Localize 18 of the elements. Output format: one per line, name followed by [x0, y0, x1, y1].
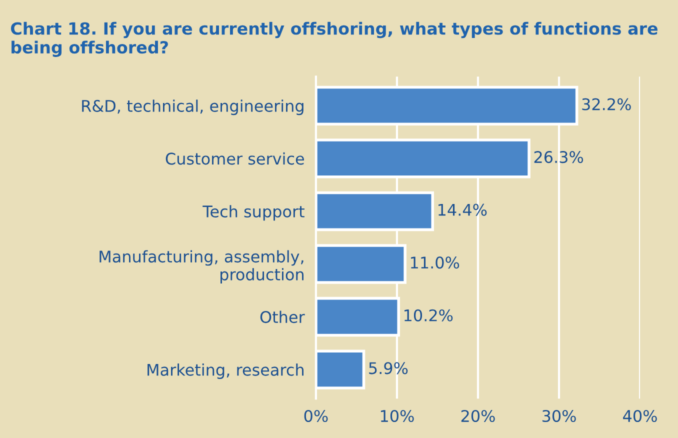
- data-label: 5.9%: [369, 362, 408, 374]
- x-tick-label: 20%: [461, 410, 495, 422]
- x-tick-label: 30%: [542, 410, 576, 422]
- data-label: 26.3%: [534, 151, 584, 164]
- x-tick-label: 40%: [623, 410, 657, 422]
- y-tick-label: Customer service: [166, 152, 304, 165]
- data-label: 32.2%: [582, 98, 631, 110]
- y-tick-label: Manufacturing, assembly, production: [100, 250, 304, 284]
- data-label: 10.2%: [404, 309, 453, 322]
- y-tick-label: R&D, technical, engineering: [82, 100, 304, 116]
- y-tick-label: Marketing, research: [148, 363, 304, 379]
- data-label: 11.0%: [410, 256, 460, 269]
- x-tick-label: 0%: [304, 410, 328, 422]
- x-tick-label: 10%: [380, 410, 414, 422]
- y-tick-label: Tech support: [202, 205, 304, 221]
- chart-title: Chart 18. If you are currently offshoring, what types of functions are being offshored?: [11, 22, 658, 57]
- y-tick-label: Other: [260, 310, 305, 324]
- data-label: 14.4%: [438, 204, 487, 216]
